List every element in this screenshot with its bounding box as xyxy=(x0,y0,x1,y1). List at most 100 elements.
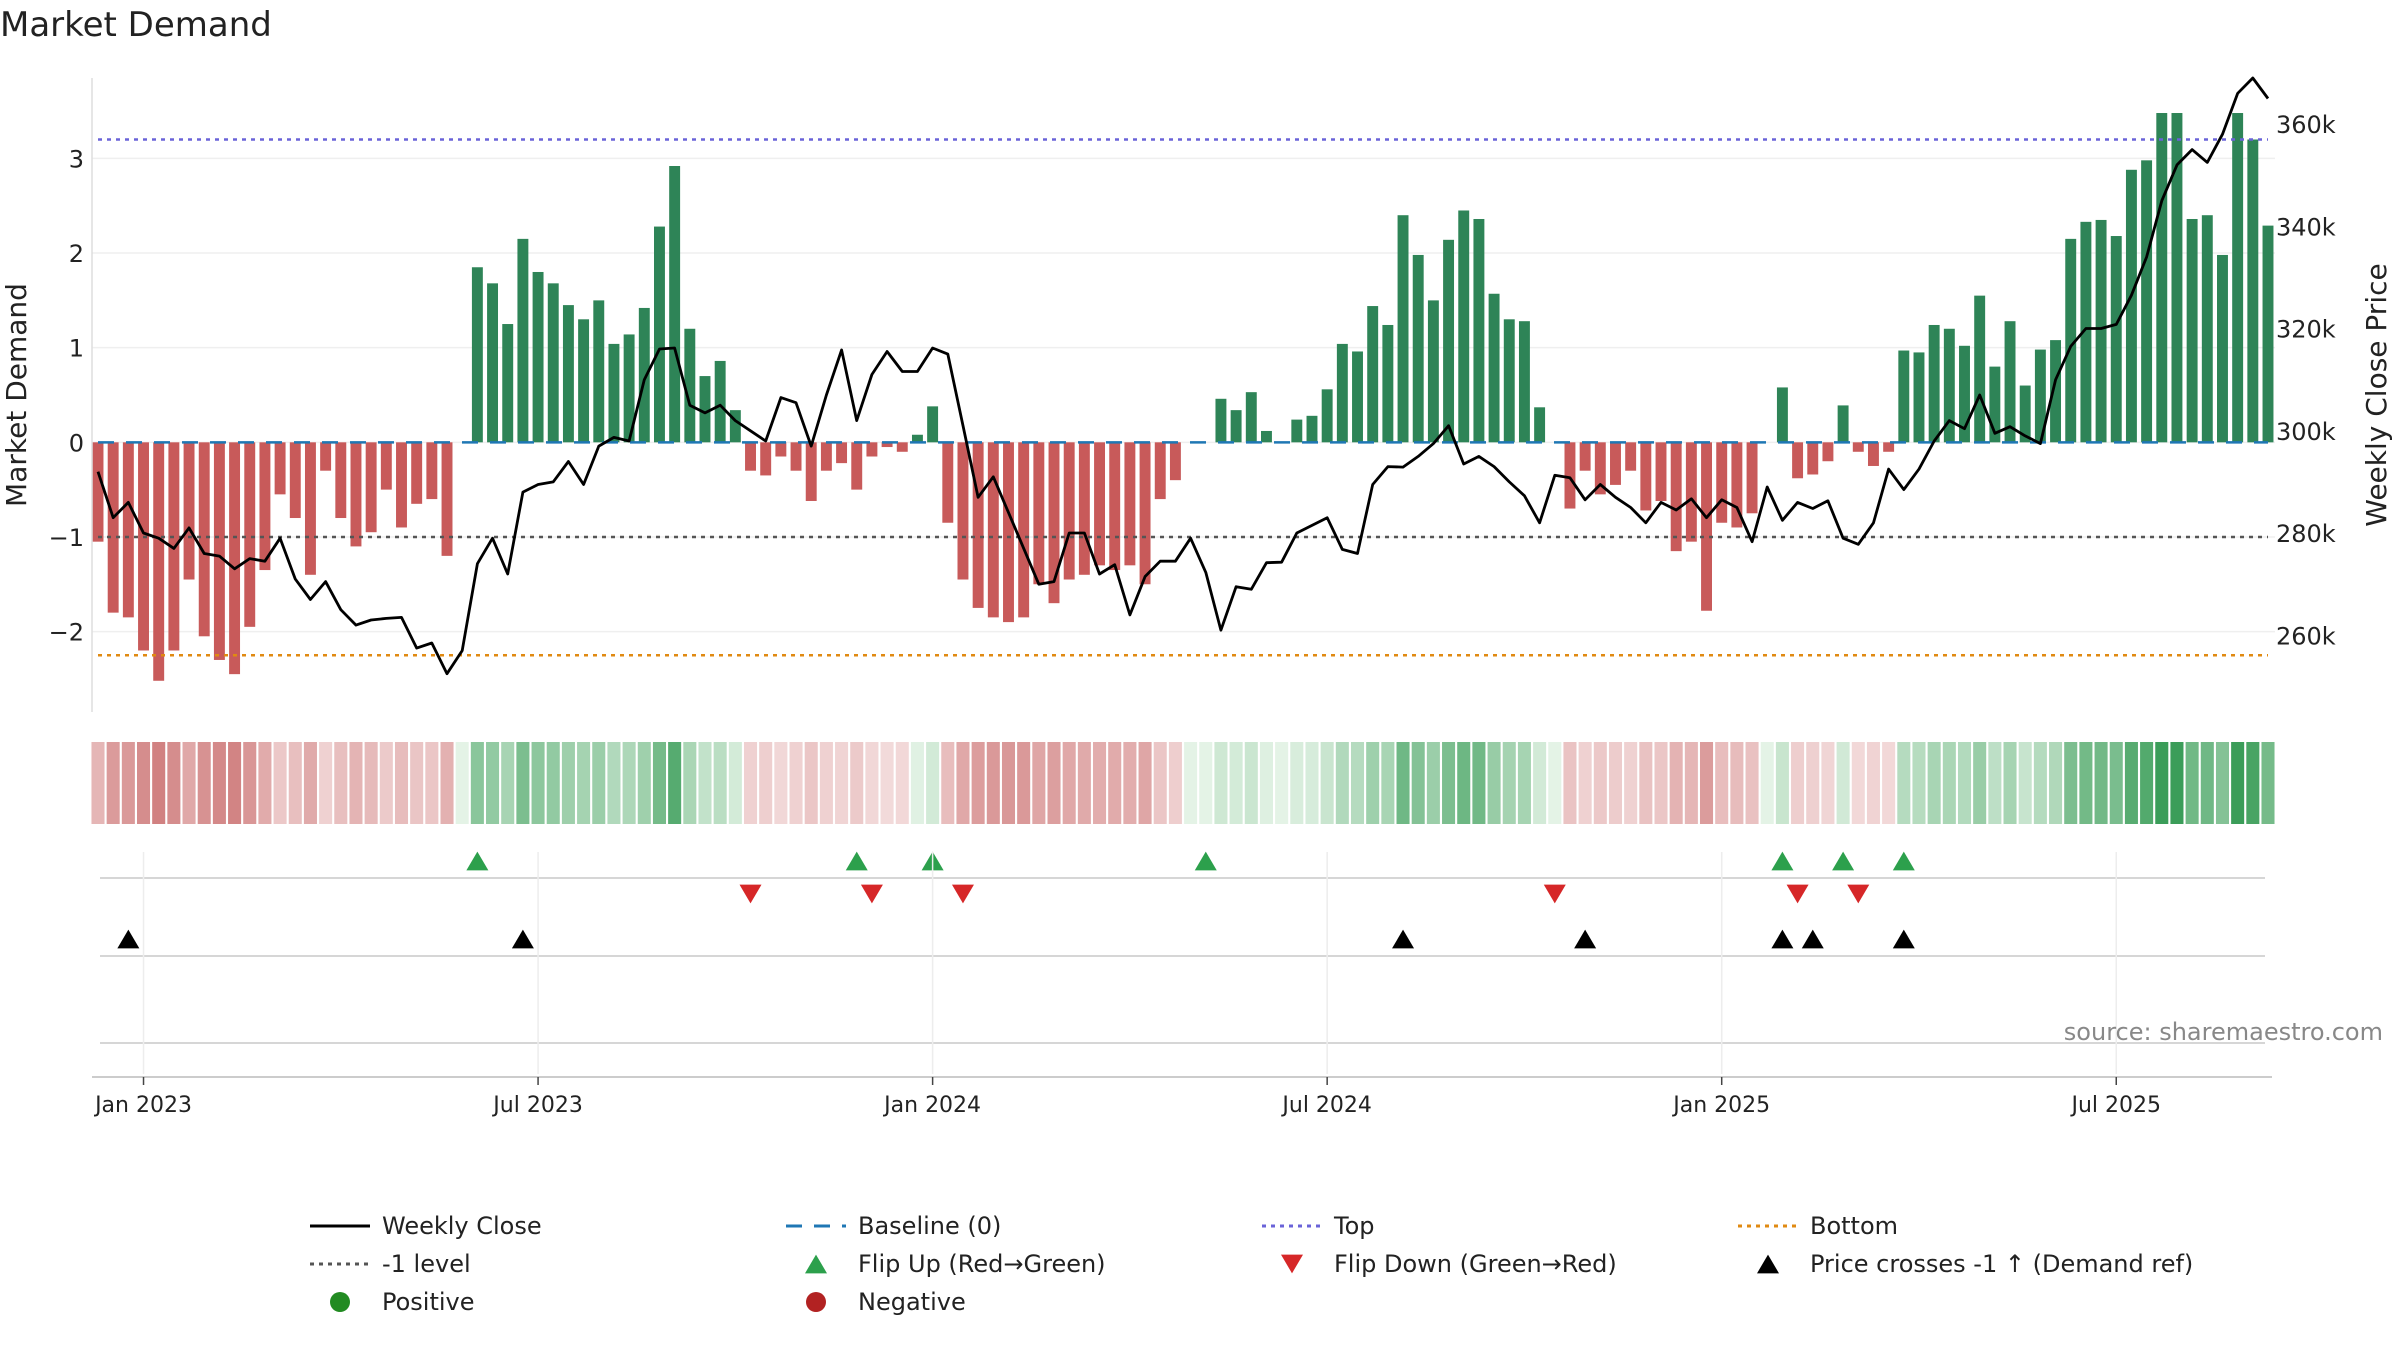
demand-bar xyxy=(92,442,104,542)
heat-cell xyxy=(986,742,1000,824)
legend-negative-label: Negative xyxy=(858,1288,966,1316)
demand-bar xyxy=(2156,113,2168,443)
heat-cell xyxy=(1426,742,1440,824)
demand-bar xyxy=(896,442,908,452)
legend-bottom-label: Bottom xyxy=(1810,1212,1898,1240)
demand-bar xyxy=(365,442,377,533)
heat-cell xyxy=(2215,742,2230,824)
demand-bar xyxy=(1003,442,1014,623)
heat-cell xyxy=(2200,742,2214,824)
demand-bar xyxy=(2080,221,2092,443)
heat-cell xyxy=(607,742,621,824)
demand-bar xyxy=(1412,254,1424,443)
heat-cell xyxy=(1517,742,1531,824)
right-axis-label: Weekly Close Price xyxy=(2360,263,2393,526)
heat-cell xyxy=(941,742,955,824)
demand-bar xyxy=(1215,398,1227,443)
flip-up-marker xyxy=(1892,851,1915,871)
demand-bar xyxy=(411,442,423,504)
heat-cell xyxy=(1168,742,1182,824)
demand-bar xyxy=(2125,169,2137,443)
demand-bar xyxy=(183,442,195,580)
demand-bar xyxy=(608,343,620,443)
legend-positive-label: Positive xyxy=(382,1288,475,1316)
heat-cell xyxy=(440,742,454,824)
heat-cell xyxy=(1912,742,1926,824)
heat-cell xyxy=(2185,742,2199,824)
heat-cell xyxy=(106,742,120,824)
demand-bar xyxy=(1640,442,1652,511)
demand-bar xyxy=(138,442,149,651)
demand-bar xyxy=(1094,442,1106,566)
flip-up-marker xyxy=(845,851,868,871)
heat-cell xyxy=(1093,742,1107,824)
demand-bar xyxy=(1063,442,1075,580)
heat-cell xyxy=(1320,742,1334,824)
heat-cell xyxy=(668,742,682,824)
heat-cell xyxy=(349,742,363,824)
demand-bar xyxy=(1974,295,1986,443)
demand-bar xyxy=(684,328,696,443)
demand-bar xyxy=(775,442,787,457)
source-label: source: sharemaestro.com xyxy=(2064,1018,2383,1046)
demand-bar xyxy=(1928,324,1940,443)
heat-cell xyxy=(1047,742,1061,824)
heat-cell xyxy=(136,742,151,824)
heat-cell xyxy=(1001,742,1016,824)
heat-cell xyxy=(1608,742,1623,824)
demand-bar xyxy=(669,166,681,443)
flip-up-marker xyxy=(1194,851,1217,871)
heat-cell xyxy=(1244,742,1258,824)
demand-bar xyxy=(699,376,711,443)
legend-flip-up-swatch xyxy=(805,1254,827,1274)
demand-bar xyxy=(532,271,544,443)
demand-bar xyxy=(1670,442,1682,552)
x-tick-label: Jul 2024 xyxy=(1280,1093,1372,1118)
legend-baseline-label: Baseline (0) xyxy=(858,1212,1001,1240)
legend-flip-down-swatch xyxy=(1281,1254,1303,1274)
heat-cell xyxy=(1700,742,1714,824)
demand-bar xyxy=(2217,254,2228,443)
heat-cell xyxy=(1290,742,1304,824)
heat-cell xyxy=(182,742,196,824)
heat-cell xyxy=(2033,742,2047,824)
heat-cell xyxy=(1350,742,1365,824)
heat-cell xyxy=(364,742,378,824)
heat-cell xyxy=(592,742,606,824)
heat-cell xyxy=(652,742,666,824)
heat-cell xyxy=(2003,742,2017,824)
heat-cell xyxy=(501,742,515,824)
left-tick-label: 2 xyxy=(69,240,84,268)
demand-bar xyxy=(1443,239,1455,443)
heat-cell xyxy=(1882,742,1896,824)
left-tick-label: 1 xyxy=(69,335,84,363)
heat-cell xyxy=(91,742,105,824)
heat-cell xyxy=(1897,742,1911,824)
heat-cell xyxy=(1806,742,1820,824)
demand-bar xyxy=(1625,442,1637,471)
demand-bar xyxy=(320,442,332,471)
flip-down-marker xyxy=(739,884,762,904)
heat-cell xyxy=(121,742,135,824)
price-cross-marker xyxy=(117,929,140,949)
demand-bar xyxy=(1109,442,1121,571)
demand-bar xyxy=(1291,419,1303,443)
price-cross-marker xyxy=(1771,929,1794,949)
demand-bar xyxy=(942,442,954,523)
heat-cell xyxy=(698,742,712,824)
heat-cell xyxy=(2140,742,2154,824)
weekly-close-line xyxy=(96,76,2270,676)
demand-bar xyxy=(1746,442,1758,514)
heat-cell xyxy=(1502,742,1516,824)
demand-bar xyxy=(714,360,726,443)
demand-bar xyxy=(972,442,984,608)
demand-bar xyxy=(441,442,453,556)
flip-up-marker xyxy=(1832,851,1855,871)
demand-bar xyxy=(1154,442,1166,500)
heat-cell xyxy=(1411,742,1425,824)
heat-cell xyxy=(637,742,651,824)
demand-bar xyxy=(1716,442,1728,523)
demand-bar xyxy=(153,442,165,681)
demand-bar xyxy=(547,283,559,443)
demand-bar xyxy=(1033,442,1045,585)
